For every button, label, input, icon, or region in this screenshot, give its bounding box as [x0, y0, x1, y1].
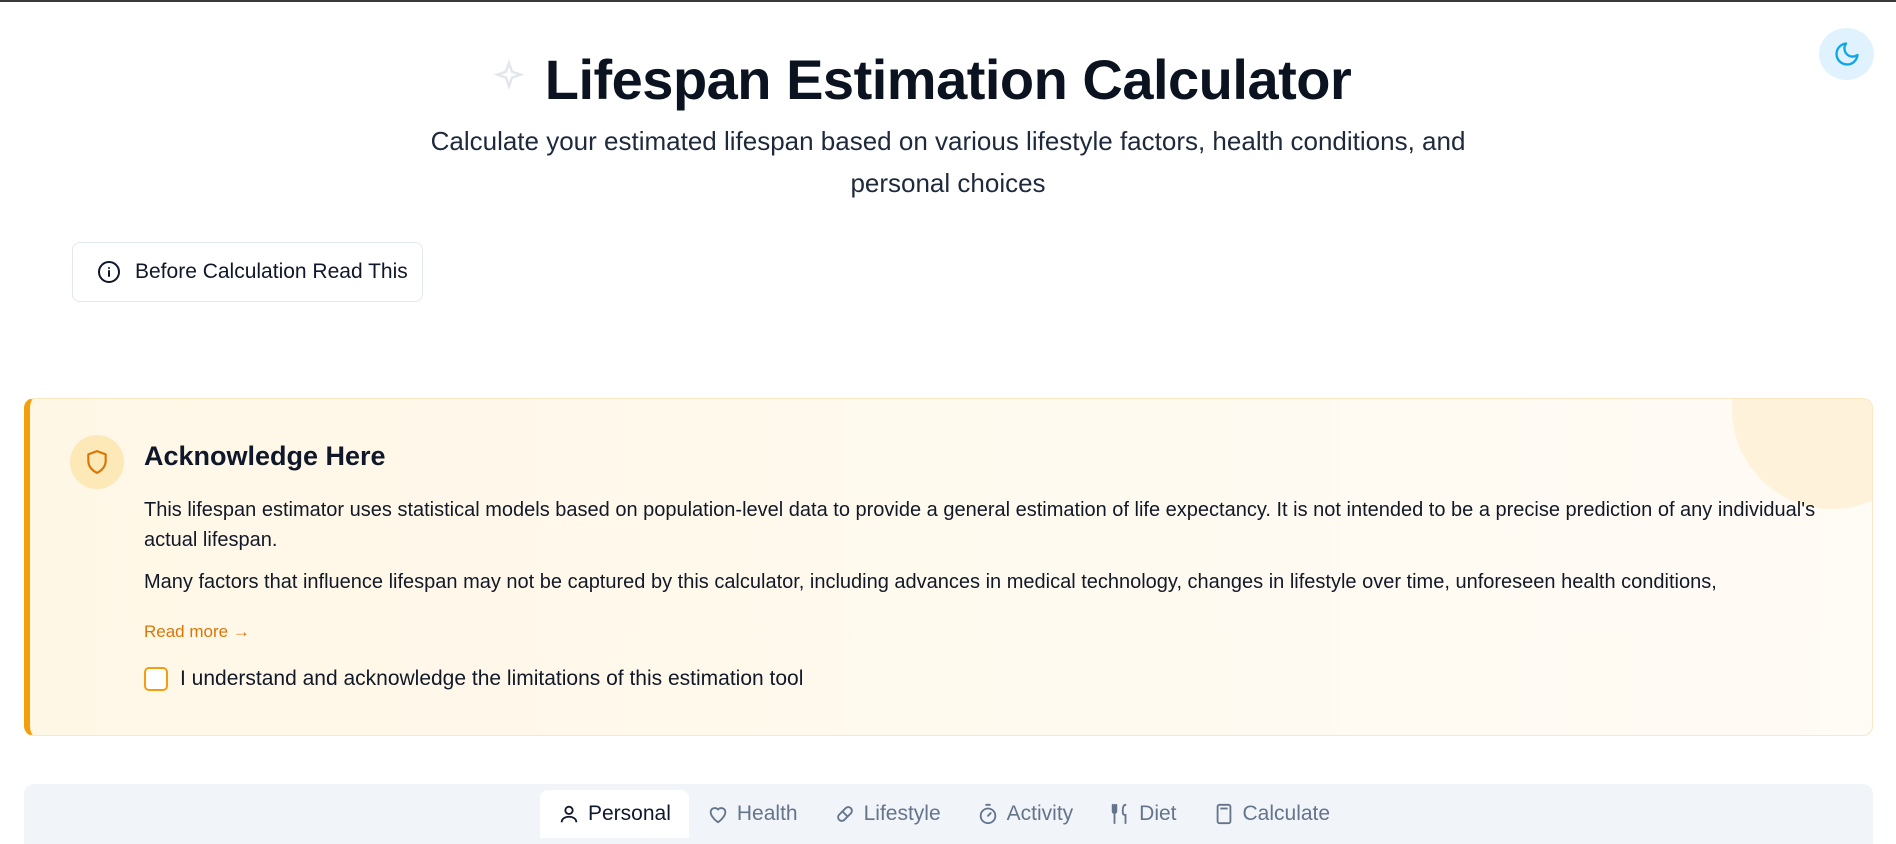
- tab-lifestyle[interactable]: Lifestyle: [816, 790, 959, 838]
- timer-icon: [979, 803, 996, 825]
- acknowledge-checkbox-label[interactable]: I understand and acknowledge the limitat…: [180, 667, 804, 690]
- tab-label: Activity: [1006, 802, 1074, 825]
- page-subtitle: Calculate your estimated lifespan based …: [430, 126, 1466, 198]
- tab-label: Health: [736, 802, 798, 825]
- tab-list: Personal Health Lifestyle Activity Diet …: [540, 790, 1348, 838]
- read-more-link[interactable]: Read more →: [144, 622, 250, 641]
- shield-icon: [87, 450, 107, 474]
- tab-label: Diet: [1139, 802, 1177, 825]
- page-header: Lifespan Estimation Calculator: [0, 46, 1896, 114]
- acknowledge-checkbox[interactable]: [144, 667, 168, 691]
- shield-badge: [70, 435, 124, 489]
- tab-health[interactable]: Health: [689, 790, 816, 838]
- tab-label: Personal: [588, 802, 671, 825]
- tab-calculate[interactable]: Calculate: [1195, 790, 1349, 838]
- acknowledge-paragraph-2: Many factors that influence lifespan may…: [144, 571, 1717, 593]
- decorative-circle: [1732, 399, 1872, 509]
- acknowledge-card: Acknowledge Here This lifespan estimator…: [24, 398, 1873, 736]
- tab-label: Calculate: [1242, 802, 1331, 825]
- theme-toggle-button[interactable]: [1819, 28, 1874, 80]
- acknowledge-title: Acknowledge Here: [144, 441, 386, 471]
- calculator-icon: [1216, 803, 1231, 825]
- tab-label: Lifestyle: [863, 802, 941, 825]
- tab-personal[interactable]: Personal: [540, 790, 689, 838]
- page-title: Lifespan Estimation Calculator: [544, 48, 1352, 111]
- user-icon: [560, 805, 578, 823]
- top-border: [0, 0, 1896, 2]
- tab-diet[interactable]: Diet: [1091, 790, 1194, 838]
- before-calculation-button[interactable]: Before Calculation Read This: [72, 242, 423, 302]
- tab-activity[interactable]: Activity: [959, 790, 1092, 838]
- acknowledge-paragraph-1: This lifespan estimator uses statistical…: [144, 499, 1816, 551]
- info-icon: [98, 261, 120, 283]
- pill-icon: [836, 806, 853, 822]
- heart-icon: [709, 807, 727, 824]
- utensils-icon: [1111, 803, 1127, 825]
- sparkles-icon: [493, 59, 525, 91]
- before-calculation-label: Before Calculation Read This: [135, 260, 408, 283]
- moon-icon: [1834, 42, 1859, 66]
- acknowledge-checkbox-row[interactable]: I understand and acknowledge the limitat…: [144, 667, 803, 691]
